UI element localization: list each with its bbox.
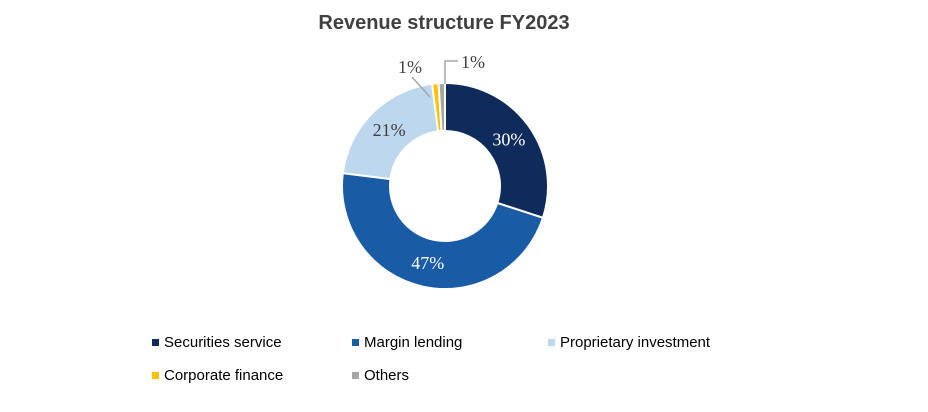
donut-slice-proprietary-investment — [341, 82, 440, 181]
legend-item-securities-service: Securities service — [152, 333, 282, 351]
donut-slice-others — [437, 81, 446, 133]
data-label-securities-service: 30% — [492, 130, 525, 150]
legend-label: Corporate finance — [164, 366, 284, 384]
legend-label: Proprietary investment — [560, 333, 711, 351]
legend-label: Margin lending — [364, 333, 463, 351]
legend-item-margin-lending: Margin lending — [352, 333, 462, 351]
legend-label: Others — [364, 366, 410, 384]
donut-slice-securities-service — [444, 82, 549, 219]
chart-title: Revenue structure FY2023 — [318, 12, 570, 34]
data-label-proprietary-investment: 21% — [373, 120, 406, 140]
legend-swatch-proprietary-investment — [548, 338, 555, 346]
legend-label: Securities service — [164, 333, 282, 351]
donut-chart: 30% 47% 21% 1% 1% — [341, 52, 549, 290]
donut-slice-margin-lending — [341, 172, 544, 290]
data-label-margin-lending: 47% — [411, 253, 444, 273]
legend-swatch-securities-service — [152, 338, 159, 346]
data-label-corporate-finance: 1% — [398, 57, 422, 77]
leader-line-others — [444, 60, 458, 84]
legend-item-others: Others — [352, 366, 409, 384]
legend-item-proprietary-investment: Proprietary investment — [548, 333, 710, 351]
legend-swatch-corporate-finance — [152, 371, 159, 379]
legend-item-corporate-finance: Corporate finance — [152, 366, 283, 384]
leader-line-corporate-finance — [411, 76, 431, 98]
data-label-others: 1% — [461, 52, 485, 72]
legend-swatch-others — [352, 371, 359, 379]
legend-swatch-margin-lending — [352, 338, 359, 346]
